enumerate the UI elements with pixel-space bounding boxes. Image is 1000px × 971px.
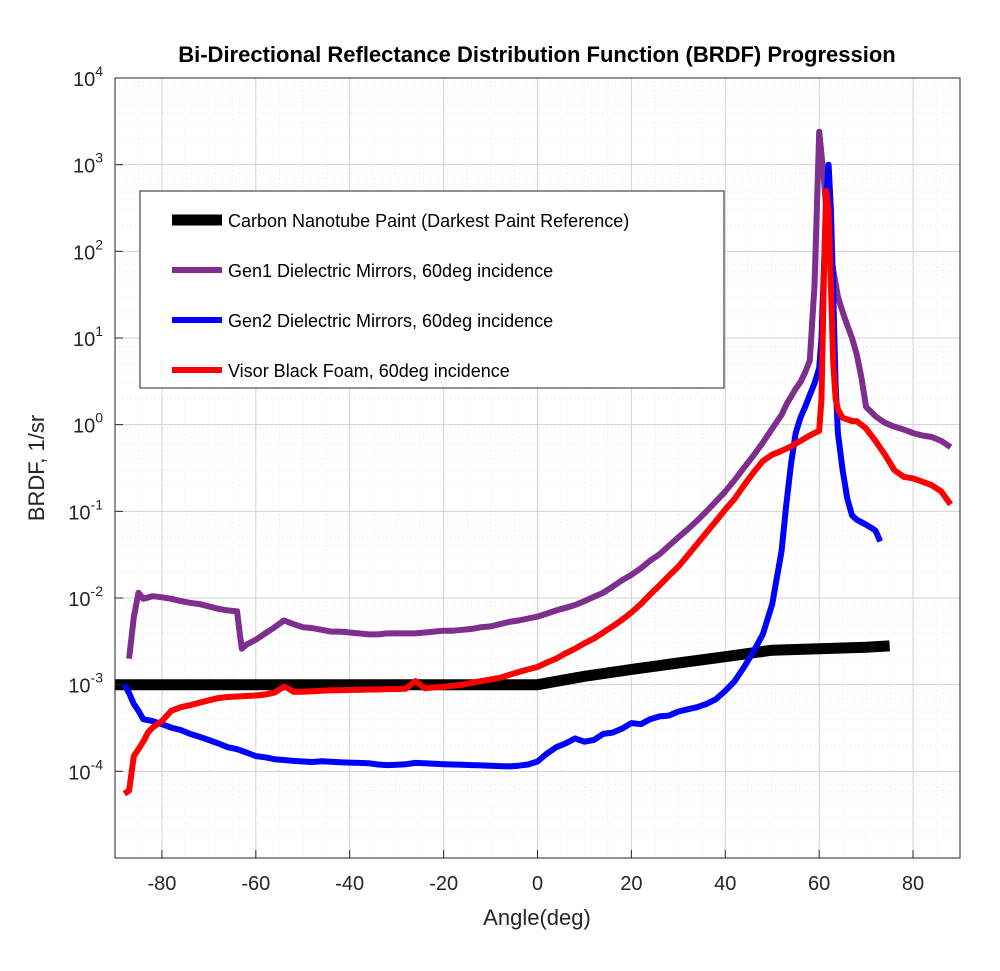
- y-tick-label: 103: [73, 150, 103, 178]
- legend-label-4: Visor Black Foam, 60deg incidence: [228, 361, 510, 381]
- x-tick-label: -80: [147, 873, 176, 895]
- y-tick-label: 10-1: [68, 496, 103, 524]
- series-line-1: [115, 640, 890, 691]
- chart-title: Bi-Directional Reflectance Distribution …: [178, 42, 896, 67]
- legend-label-1: Carbon Nanotube Paint (Darkest Paint Ref…: [228, 211, 629, 231]
- y-axis-label: BRDF, 1/sr: [24, 415, 49, 521]
- legend-label-3: Gen2 Dielectric Mirrors, 60deg incidence: [228, 311, 553, 331]
- y-tick-label: 10-3: [68, 670, 103, 698]
- y-tick-label: 102: [73, 236, 103, 264]
- x-tick-label: 20: [620, 873, 642, 895]
- x-tick-label: 80: [902, 873, 924, 895]
- x-tick-label: -60: [241, 873, 270, 895]
- y-tick-label: 10-2: [68, 583, 103, 611]
- y-tick-label: 100: [73, 410, 103, 438]
- x-tick-label: -20: [429, 873, 458, 895]
- y-tick-label: 10-4: [68, 756, 103, 784]
- y-axis-ticks: 10-4 10-3 10-2 10-1 100 101 102 103 104: [68, 63, 123, 784]
- legend-label-2: Gen1 Dielectric Mirrors, 60deg incidence: [228, 261, 553, 281]
- y-tick-label: 101: [73, 323, 103, 351]
- series-group: [115, 128, 954, 797]
- y-tick-label: 104: [73, 63, 103, 91]
- x-tick-label: -40: [335, 873, 364, 895]
- x-axis-ticks: -80 -60 -40 -20 0 20 40 60 80: [147, 850, 924, 895]
- x-tick-label: 0: [532, 873, 543, 895]
- x-tick-label: 60: [808, 873, 830, 895]
- x-axis-label: Angle(deg): [483, 905, 591, 930]
- legend: Carbon Nanotube Paint (Darkest Paint Ref…: [139, 190, 725, 389]
- x-tick-label: 40: [714, 873, 736, 895]
- legend-box: [139, 190, 725, 389]
- series-line-4: [122, 187, 954, 797]
